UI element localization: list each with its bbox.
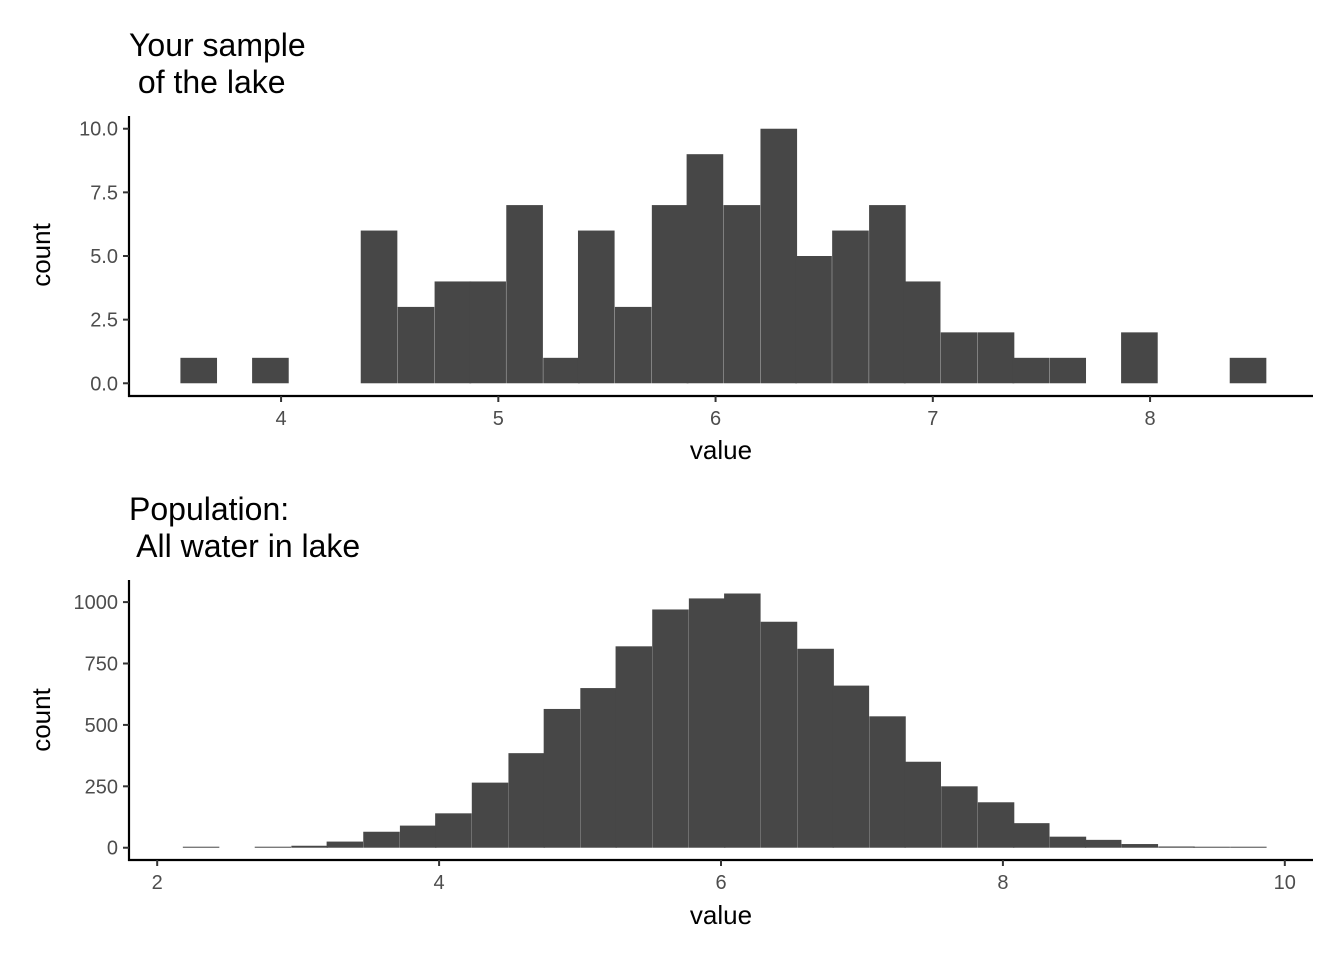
sample-bar-13	[651, 205, 689, 384]
population-x-tick-label-4: 10	[1274, 872, 1296, 894]
population-bar-18	[832, 685, 870, 848]
population-bar-27	[1158, 846, 1195, 848]
population-bar-16	[760, 621, 798, 848]
sample-bar-29	[1229, 357, 1267, 384]
population-x-tick-label-0: 2	[152, 872, 163, 894]
sample-bar-26	[1121, 332, 1158, 384]
sample-bar-2	[252, 357, 289, 384]
sample-y-tick-label-2: 5.0	[90, 246, 118, 268]
sample-bar-7	[434, 281, 472, 384]
population-y-tick-label-1: 250	[85, 776, 118, 798]
population-bar-3	[291, 845, 328, 848]
sample-bar-18	[832, 230, 869, 384]
sample-bar-9	[506, 205, 543, 384]
sample-title-line-2: of the lake	[129, 64, 286, 100]
sample-bar-16	[760, 128, 798, 384]
population-bar-9	[508, 753, 545, 848]
population-y-axis-title: count	[26, 687, 56, 751]
sample-bar-22	[977, 332, 1015, 384]
sample-histogram-panel: Your sample of the lake count value 4 5 6 7…	[26, 27, 1313, 465]
population-bar-12	[615, 646, 653, 848]
sample-x-tick-label-2: 6	[710, 408, 721, 430]
population-bar-8	[471, 782, 509, 848]
population-title-line-1: Population:	[129, 491, 289, 527]
sample-bar-23	[1012, 357, 1050, 384]
sample-bar-14	[686, 154, 724, 384]
sample-bars	[180, 128, 1267, 384]
population-bar-0	[182, 846, 220, 848]
sample-bar-20	[903, 281, 941, 384]
sample-y-axis-title: count	[26, 222, 56, 286]
population-bar-20	[904, 761, 941, 848]
sample-axes: 4 5 6 7 8 0.0 2.5 5.0 7.5 10.0	[79, 116, 1313, 430]
population-bar-6	[399, 825, 437, 848]
sample-x-tick-label-4: 8	[1145, 408, 1156, 430]
sample-x-tick-label-0: 4	[276, 408, 287, 430]
population-axes: 2 4 6 8 10 0 250 500 750 1000	[74, 580, 1313, 894]
sample-bar-17	[795, 256, 832, 384]
population-bar-23	[1013, 823, 1050, 848]
population-x-tick-label-3: 8	[997, 872, 1008, 894]
sample-bar-6	[397, 306, 435, 384]
population-bar-25	[1084, 839, 1122, 848]
population-bar-29	[1230, 846, 1267, 848]
sample-bar-15	[723, 205, 761, 384]
population-bar-17	[797, 648, 834, 848]
sample-bar-21	[940, 332, 978, 384]
sample-bar-19	[869, 205, 906, 384]
population-bar-24	[1049, 836, 1087, 848]
population-bar-13	[652, 609, 689, 848]
population-x-tick-label-2: 6	[715, 872, 726, 894]
sample-x-tick-label-1: 5	[493, 408, 504, 430]
population-bar-11	[580, 688, 617, 848]
sample-bar-12	[614, 306, 652, 384]
sample-y-tick-label-1: 2.5	[90, 310, 118, 332]
sample-bar-10	[543, 357, 580, 384]
population-bar-14	[688, 598, 726, 848]
population-bar-2	[254, 846, 292, 848]
population-bar-5	[363, 831, 400, 848]
population-y-tick-label-0: 0	[107, 838, 118, 860]
population-y-tick-label-4: 1000	[74, 592, 119, 614]
population-bar-28	[1193, 846, 1230, 848]
population-y-tick-label-2: 500	[85, 715, 118, 737]
population-bar-15	[724, 593, 761, 848]
population-bar-26	[1121, 844, 1159, 848]
population-bar-21	[941, 786, 978, 848]
population-bar-7	[435, 813, 472, 848]
sample-y-tick-label-0: 0.0	[90, 373, 118, 395]
population-x-tick-label-1: 4	[434, 872, 445, 894]
sample-bar-5	[360, 230, 398, 384]
sample-bar-24	[1049, 357, 1087, 384]
population-y-tick-label-3: 750	[85, 654, 118, 676]
population-bar-10	[543, 708, 581, 848]
population-histogram-panel: Population: All water in lake count valu…	[26, 491, 1313, 930]
sample-y-tick-label-3: 7.5	[90, 182, 118, 204]
sample-bar-8	[469, 281, 506, 384]
population-x-axis-title: value	[690, 900, 752, 930]
population-bar-4	[326, 841, 364, 848]
sample-y-tick-label-4: 10.0	[79, 119, 118, 141]
sample-x-axis-title: value	[690, 435, 752, 465]
population-bar-22	[977, 802, 1015, 848]
population-bars	[182, 593, 1267, 848]
sample-title-line-1: Your sample	[129, 27, 306, 63]
sample-bar-0	[180, 357, 218, 384]
sample-bar-11	[577, 230, 615, 384]
population-bar-19	[869, 716, 906, 848]
population-title-line-2: All water in lake	[129, 528, 360, 564]
sample-x-tick-label-3: 7	[927, 408, 938, 430]
